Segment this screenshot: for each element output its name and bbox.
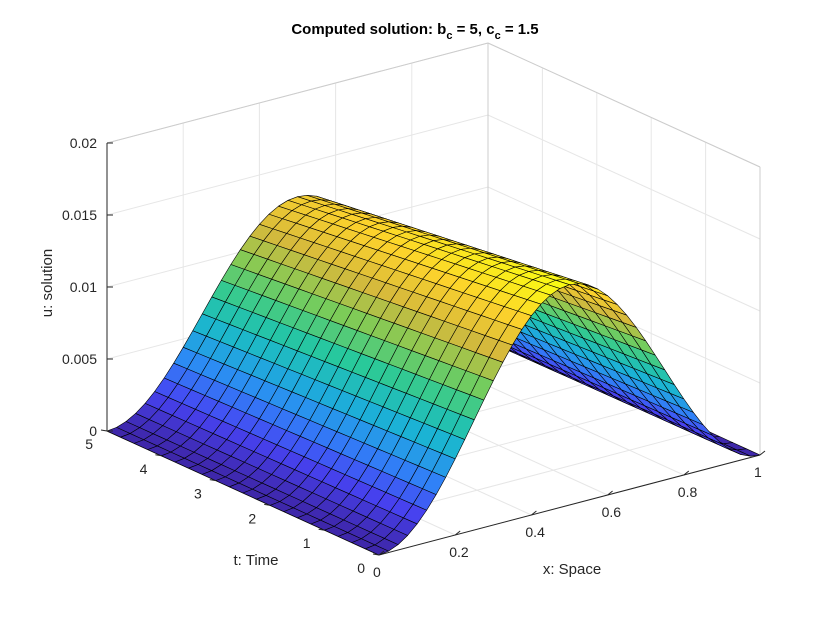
x-axis-label: x: Space [543, 561, 601, 578]
axis-ticks: 0 0.005 0.01 0.015 0.02 0 0.2 0.4 0.6 0.8 1 0 1 2 3 4 5 [62, 135, 766, 580]
x-tick-label: 1 [754, 464, 762, 480]
x-tick-label: 0.6 [602, 504, 622, 520]
x-tick-mark [531, 510, 537, 516]
t-tick-mark [318, 528, 325, 531]
x-tick-label: 0.4 [525, 524, 545, 540]
t-tick-mark [100, 429, 108, 432]
t-tick-mark [264, 503, 271, 506]
x-tick-label: 0.8 [678, 484, 698, 500]
chart-title: Computed solution: bc = 5, cc = 1.5 [291, 21, 539, 42]
t-tick-mark [209, 479, 216, 482]
z-tick-label: 0 [89, 423, 97, 439]
x-tick-mark [683, 470, 690, 476]
x-tick-label: 0 [373, 564, 381, 580]
z-axis-label: u: solution [39, 249, 56, 317]
surface-mesh [106, 195, 761, 556]
axes-edge [378, 454, 761, 556]
axes-edge [106, 42, 489, 144]
t-tick-label: 1 [303, 535, 311, 551]
x-tick-mark [607, 490, 613, 496]
z-tick-label: 0.02 [70, 135, 97, 151]
t-tick-label: 5 [85, 436, 93, 452]
x-tick-label: 0.2 [449, 544, 469, 560]
z-tick-label: 0.015 [62, 207, 97, 223]
t-axis-label: t: Time [233, 552, 278, 569]
x-tick-mark [759, 450, 766, 456]
t-tick-label: 0 [357, 560, 365, 576]
z-tick-label: 0.005 [62, 351, 97, 367]
t-tick-mark [372, 553, 380, 556]
axes-edge [487, 42, 761, 168]
t-tick-label: 2 [248, 510, 256, 526]
t-tick-label: 3 [194, 486, 202, 502]
t-tick-label: 4 [140, 461, 148, 477]
t-tick-mark [155, 454, 162, 457]
x-tick-mark [454, 530, 461, 536]
z-gridline [106, 42, 761, 168]
z-gridline [106, 114, 761, 240]
z-tick-label: 0.01 [70, 279, 97, 295]
x-tick-mark [378, 550, 385, 556]
